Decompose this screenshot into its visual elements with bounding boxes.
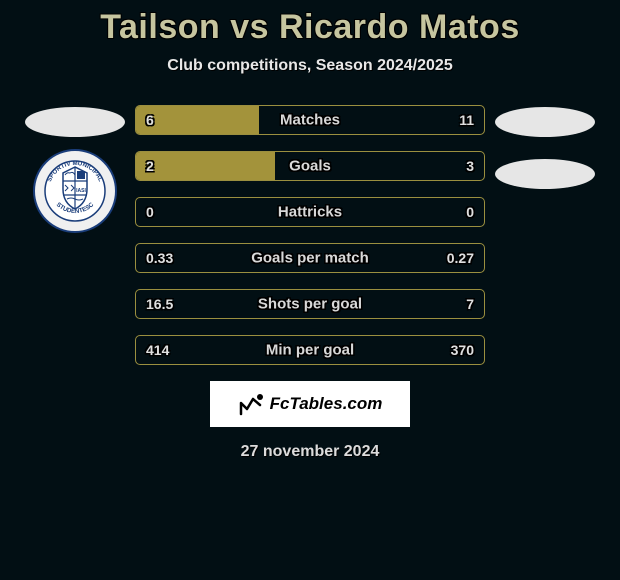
stat-value-left: 2 [146,158,154,174]
stat-fill-left [136,106,259,134]
footer-brand-text: FcTables.com [270,394,383,414]
stat-row: 16.5 Shots per goal 7 [135,289,485,319]
svg-text:IASI: IASI [76,188,86,194]
player-silhouette-icon [25,107,125,137]
player-silhouette-icon [495,159,595,189]
player-left-col: SPORTIV MUNICIPAL STUDENTESC IASI [15,105,135,233]
stat-row: 0 Hattricks 0 [135,197,485,227]
page-subtitle: Club competitions, Season 2024/2025 [167,57,452,75]
stats-column: 6 Matches 11 2 Goals 3 0 Hattricks 0 [135,105,485,365]
stat-label: Shots per goal [258,296,362,313]
stat-label: Matches [280,112,340,129]
stat-value-left: 6 [146,112,154,128]
stat-row: 2 Goals 3 [135,151,485,181]
stat-value-left: 16.5 [146,296,173,312]
stat-label: Goals [289,158,331,175]
stat-value-right: 11 [459,112,474,128]
stat-value-left: 0 [146,204,154,220]
page-title: Tailson vs Ricardo Matos [100,8,519,47]
fctables-logo-icon [238,391,264,417]
stat-value-right: 370 [451,342,474,358]
player-right-col [485,105,605,189]
stat-value-right: 7 [466,296,474,312]
stat-fill-left [136,152,275,180]
stat-label: Min per goal [266,342,354,359]
stat-value-left: 414 [146,342,169,358]
comparison-card: Tailson vs Ricardo Matos Club competitio… [0,0,620,461]
stat-value-left: 0.33 [146,250,173,266]
stat-value-right: 3 [466,158,474,174]
footer-brand-badge[interactable]: FcTables.com [210,381,410,427]
stat-row: 0.33 Goals per match 0.27 [135,243,485,273]
stat-row: 414 Min per goal 370 [135,335,485,365]
stat-value-right: 0 [466,204,474,220]
main-content: SPORTIV MUNICIPAL STUDENTESC IASI [0,105,620,365]
stat-label: Goals per match [251,250,369,267]
player-silhouette-icon [495,107,595,137]
date-label: 27 november 2024 [241,443,380,461]
stat-label: Hattricks [278,204,342,221]
stat-row: 6 Matches 11 [135,105,485,135]
club-badge-icon: SPORTIV MUNICIPAL STUDENTESC IASI [33,149,117,233]
stat-value-right: 0.27 [447,250,474,266]
